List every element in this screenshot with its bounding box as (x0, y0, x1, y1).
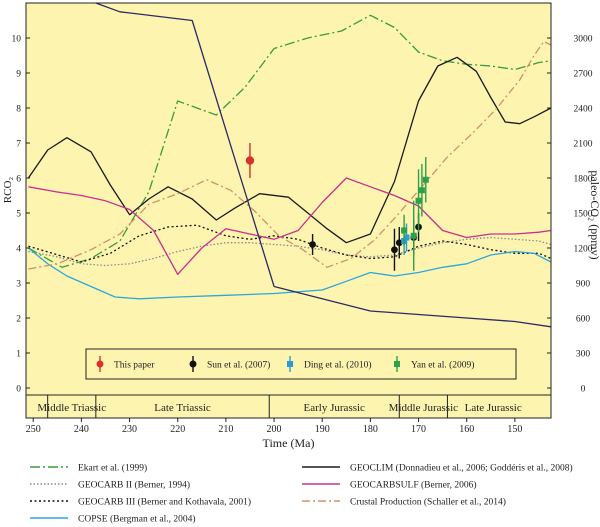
series-line-3 (27, 247, 551, 300)
y-right-axis-title: paleo-CO₂ (ppmv) (588, 170, 600, 259)
x-tick-label: 230 (122, 424, 137, 435)
bottom-legend-label: GEOCARB II (Berner, 1994) (78, 480, 190, 491)
data-point (395, 239, 403, 247)
period-label: Middle Triassic (37, 402, 106, 414)
bottom-legend-label: Crustal Production (Schaller et al., 201… (350, 497, 506, 508)
y-right-tick-label: 600 (576, 315, 591, 325)
period-label: Late Jurassic (465, 402, 522, 414)
x-tick-label: 180 (363, 424, 378, 435)
period-label: Middle Jurassic (389, 402, 458, 414)
series-line-0 (28, 14, 551, 268)
series-line-7 (273, 285, 551, 328)
data-point (403, 234, 410, 241)
x-tick-label: 250 (26, 424, 41, 435)
y-right-tick-label: 2100 (574, 140, 593, 150)
proxy-points-layer (245, 143, 429, 271)
x-tick-label: 240 (74, 424, 89, 435)
y-left-axis-title: RCO₂ (2, 177, 14, 204)
inner-legend-label: Ding et al. (2010) (304, 360, 372, 371)
y-left-tick-label: 1 (16, 350, 21, 360)
inner-legend-label: Sun et al. (2007) (207, 360, 270, 371)
bottom-legend-label: COPSE (Bergman et al., 2004) (78, 514, 196, 525)
y-left-tick-label: 10 (12, 35, 22, 45)
y-left-tick-label: 4 (16, 245, 21, 255)
x-tick-label: 220 (170, 424, 185, 435)
y-left-tick-label: 2 (16, 315, 21, 325)
x-axis-title: Time (Ma) (263, 436, 315, 450)
inner-legend-marker (189, 360, 197, 368)
data-point (422, 176, 429, 183)
period-label: Late Triassic (154, 402, 211, 414)
x-tick-label: 150 (507, 424, 522, 435)
series-line-4 (27, 56, 551, 244)
y-left-tick-label: 5 (16, 210, 21, 220)
bottom-legend: Ekart et al. (1999) GEOCLIM (Donnadieu et… (30, 463, 573, 525)
data-point (245, 156, 255, 165)
x-tick-label: 210 (218, 424, 233, 435)
y-left-tick-label: 0 (16, 385, 21, 395)
y-right-tick-label: 1800 (574, 175, 593, 185)
data-point (401, 227, 408, 234)
y-left-tick-label: 3 (16, 280, 21, 290)
y-right-tick-label: 2400 (574, 105, 593, 115)
period-band: Middle Triassic Late Triassic Early Jurass… (26, 394, 551, 418)
inner-legend-marker (287, 361, 293, 367)
x-tick-label: 170 (411, 424, 426, 435)
y-right-tick-label: 2700 (574, 70, 593, 80)
y-right-tick-label: 1200 (574, 245, 593, 255)
plot-frame (25, 2, 552, 419)
data-point (415, 197, 422, 204)
y-right-tick-label: 0 (581, 385, 586, 395)
x-tick-label: 190 (315, 424, 330, 435)
series-line-5 (28, 177, 551, 275)
bottom-legend-label: Ekart et al. (1999) (78, 463, 147, 474)
bottom-legend-label: GEOCLIM (Donnadieu et al., 2006; Goddéri… (350, 463, 573, 474)
y-right-tick-label: 300 (576, 350, 591, 360)
y-left-tick-label: 6 (16, 175, 21, 185)
data-point (418, 187, 425, 194)
y-right-tick-label: 900 (576, 280, 591, 290)
inner-legend-label: Yan et al. (2009) (411, 360, 474, 371)
inner-legend-marker (394, 361, 400, 367)
inner-legend-label: This paper (114, 361, 155, 371)
data-point (410, 232, 417, 239)
series-line-2 (28, 224, 551, 263)
y-left-tick-label: 7 (16, 140, 21, 150)
inner-legend: This paper Sun et al. (2007) Ding et al. (… (85, 348, 517, 380)
bottom-legend-label: GEOCARB III (Berner and Kothavala, 2001) (78, 497, 251, 508)
inner-legend-marker (96, 360, 104, 368)
y-right-tick-label: 1500 (574, 210, 593, 220)
period-label: Early Jurassic (304, 402, 366, 414)
bottom-legend-label: GEOCARBSULF (Berner, 2006) (350, 480, 477, 491)
data-point (391, 246, 398, 254)
y-left-tick-label: 8 (16, 105, 21, 115)
series-line-6 (28, 40, 551, 270)
y-left-tick-label: 9 (16, 70, 21, 80)
series-layer (27, 3, 551, 328)
x-tick-label: 160 (459, 424, 474, 435)
data-point (309, 241, 316, 248)
axes-layer: 0 1 2 3 4 5 6 7 8 9 10 0 300 600 900 1200 1500 1800 2100 24… (2, 2, 600, 450)
series-line-1 (28, 236, 551, 267)
y-right-tick-label: 3000 (574, 35, 593, 45)
x-tick-label: 200 (267, 424, 282, 435)
series-line-8 (95, 3, 275, 287)
inner-legend-frame (85, 348, 517, 380)
